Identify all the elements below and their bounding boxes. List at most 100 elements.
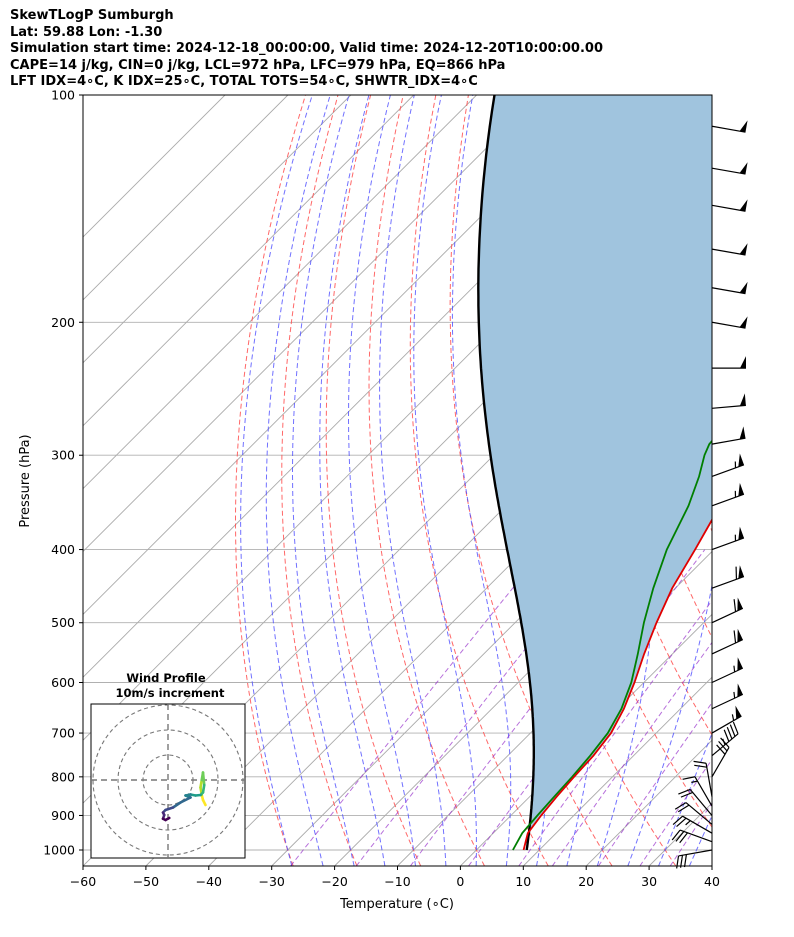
hodograph-trace-segment bbox=[201, 771, 206, 787]
wind-barb-full bbox=[676, 817, 687, 828]
wind-barb-flag bbox=[738, 453, 744, 467]
isotherm bbox=[522, 676, 712, 866]
isotherm bbox=[83, 95, 477, 490]
dry-adiabat bbox=[449, 95, 613, 866]
isotherm bbox=[334, 487, 712, 866]
mixing-ratio-line bbox=[290, 549, 545, 866]
dry-adiabat bbox=[281, 95, 358, 866]
hodograph-title: Wind Profile bbox=[126, 671, 206, 685]
wind-barb-staff bbox=[711, 204, 746, 212]
wind-barb-staff bbox=[685, 802, 713, 825]
x-tick-label: −10 bbox=[384, 874, 410, 889]
header-indices-2: LFT IDX=4∘C, K IDX=25∘C, TOTAL TOTS=54∘C… bbox=[10, 74, 478, 89]
moist-adiabat bbox=[348, 95, 416, 866]
wind-barb-full bbox=[716, 744, 726, 755]
wind-barb-flag bbox=[737, 683, 743, 697]
x-tick-label: 10 bbox=[515, 874, 531, 889]
header-title: SkewTLogP Sumburgh bbox=[10, 8, 174, 23]
moist-adiabat bbox=[451, 95, 512, 866]
wind-barb-staff bbox=[711, 437, 746, 445]
moist-adiabat bbox=[627, 95, 712, 866]
wind-barb-full bbox=[732, 721, 739, 735]
x-tick-label: −40 bbox=[196, 874, 222, 889]
y-tick-label: 900 bbox=[51, 808, 75, 823]
y-tick-label: 700 bbox=[51, 726, 75, 741]
x-axis-ticks: −60 −50 −40 −30 −20 −10 0 10 20 30 40 bbox=[70, 866, 720, 889]
hodograph-content bbox=[91, 704, 245, 858]
isotherm bbox=[711, 865, 712, 866]
x-axis-label: Temperature (∘C) bbox=[339, 897, 454, 912]
wind-barb-staff bbox=[711, 747, 730, 778]
isotherm bbox=[83, 95, 226, 238]
wind-barb-staff bbox=[679, 829, 713, 843]
x-tick-label: −30 bbox=[259, 874, 285, 889]
moist-adiabat bbox=[265, 95, 331, 866]
wind-barb-staff bbox=[694, 776, 713, 807]
wind-barb-flag bbox=[739, 162, 748, 175]
wind-barb-staff bbox=[711, 125, 746, 133]
wind-barb-staff bbox=[711, 321, 746, 329]
x-tick-label: 20 bbox=[578, 874, 594, 889]
wind-barb-full bbox=[723, 729, 730, 742]
mixing-ratio-line bbox=[518, 599, 712, 866]
x-tick-label: 30 bbox=[641, 874, 657, 889]
hodograph-trace-segment bbox=[179, 796, 192, 804]
dewpoint-line bbox=[512, 439, 712, 851]
wind-barb-staff bbox=[711, 464, 745, 477]
wind-barb-full bbox=[680, 791, 693, 798]
moist-adiabat bbox=[752, 95, 794, 866]
wind-barb-full bbox=[679, 832, 689, 844]
wind-barb-flag bbox=[739, 243, 748, 256]
x-tick-label: −60 bbox=[70, 874, 96, 889]
y-axis-ticks: 1000 900 800 700 600 500 400 300 200 100 bbox=[43, 88, 83, 858]
y-tick-label: 300 bbox=[51, 448, 75, 463]
wind-barbs bbox=[671, 120, 748, 869]
hodograph-trace-segment bbox=[171, 801, 182, 809]
hodograph-trace-segment bbox=[164, 806, 175, 812]
header-location: Lat: 59.88 Lon: -1.30 bbox=[10, 24, 163, 40]
wind-barb-staff bbox=[711, 404, 746, 409]
cape-area bbox=[478, 95, 712, 844]
profiles bbox=[477, 95, 712, 851]
x-tick-label: 40 bbox=[704, 874, 720, 889]
wind-barb-flag bbox=[735, 705, 742, 720]
wind-barb-staff bbox=[705, 763, 713, 797]
wind-barb-flag bbox=[738, 565, 744, 579]
cape-shading bbox=[478, 95, 712, 844]
hodograph-inset bbox=[90, 703, 246, 859]
wind-barb-half bbox=[685, 820, 691, 826]
hodograph-trace-segment bbox=[164, 816, 171, 822]
parcel-path-line bbox=[477, 95, 535, 851]
x-tick-label: 0 bbox=[456, 874, 464, 889]
wind-barb-flag bbox=[740, 356, 746, 369]
mixing-ratio-line bbox=[597, 701, 712, 866]
moist-adiabat bbox=[658, 731, 712, 866]
wind-barb-staff bbox=[678, 849, 713, 857]
wind-barb-full bbox=[733, 630, 737, 644]
wind-barb-flag bbox=[739, 199, 748, 212]
wind-barb-half bbox=[733, 691, 736, 699]
wind-barb-staff bbox=[711, 287, 746, 295]
y-tick-label: 500 bbox=[51, 615, 75, 630]
moist-adiabat bbox=[319, 95, 386, 866]
wind-barb-full bbox=[671, 829, 681, 841]
y-tick-label: 100 bbox=[51, 88, 75, 103]
wind-barb-full bbox=[675, 831, 685, 842]
isotherm bbox=[83, 95, 415, 427]
dry-adiabat bbox=[409, 95, 549, 866]
y-tick-label: 800 bbox=[51, 769, 75, 784]
wind-barb-half bbox=[733, 665, 736, 673]
wind-barb-flag bbox=[739, 120, 748, 133]
wind-barb-full bbox=[733, 599, 737, 612]
y-tick-label: 600 bbox=[51, 675, 75, 690]
x-tick-label: −20 bbox=[321, 874, 347, 889]
wind-barb-flag bbox=[737, 657, 743, 671]
isotherm bbox=[397, 550, 712, 866]
wind-barb-flag bbox=[739, 316, 748, 329]
wind-barb-full bbox=[672, 815, 683, 826]
wind-barb-staff bbox=[711, 537, 745, 551]
mixing-ratio-line bbox=[551, 641, 712, 866]
mixing-ratio-line bbox=[639, 758, 712, 866]
moist-adiabat bbox=[292, 95, 355, 866]
